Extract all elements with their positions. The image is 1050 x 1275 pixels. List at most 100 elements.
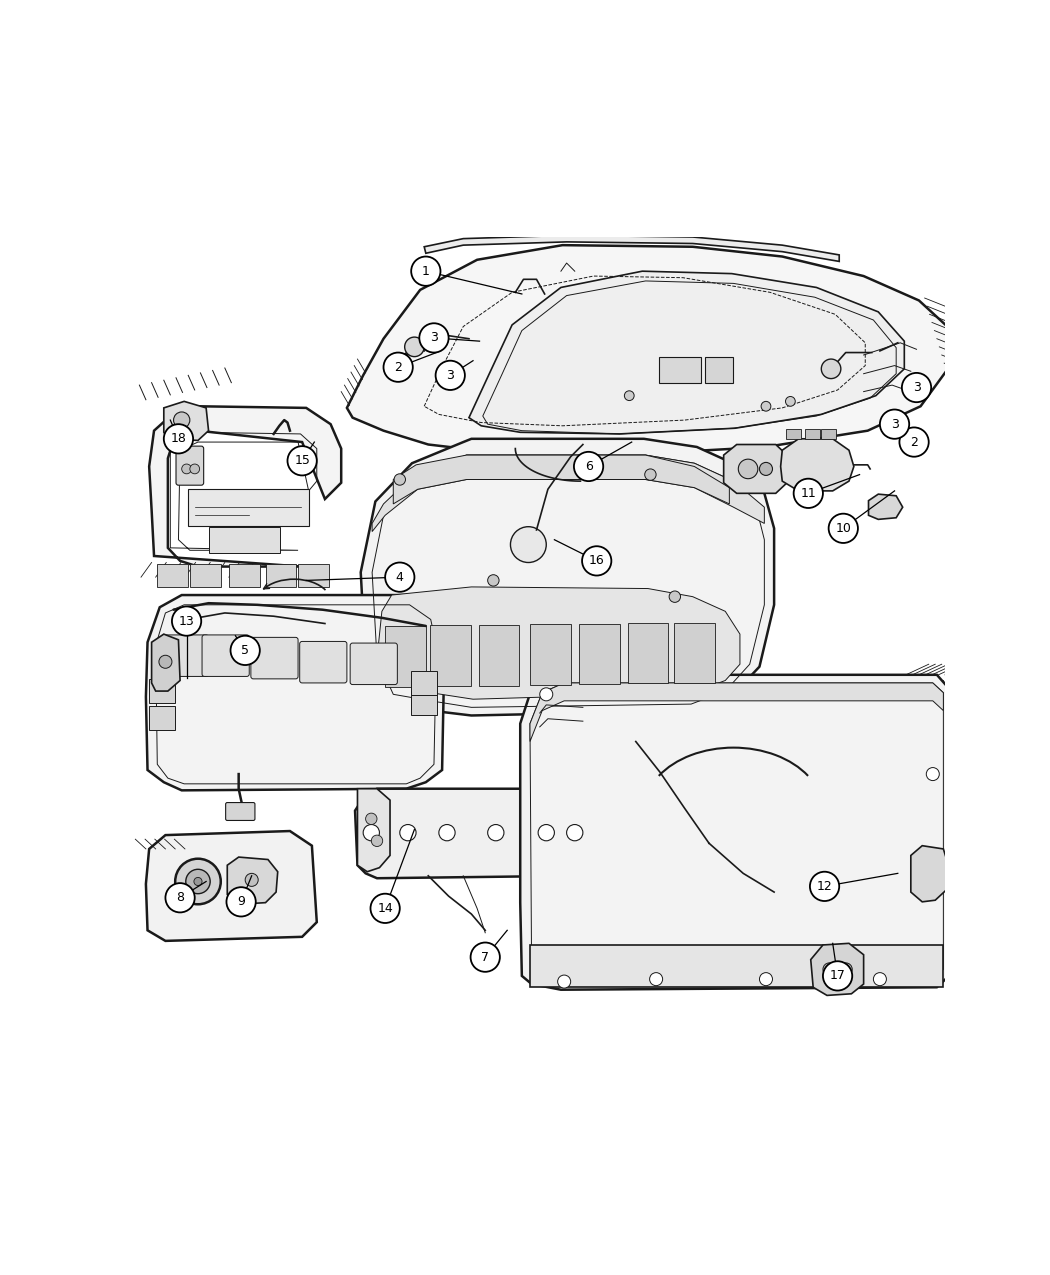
FancyBboxPatch shape	[674, 622, 715, 682]
Circle shape	[175, 858, 220, 904]
Text: 12: 12	[817, 880, 833, 892]
Polygon shape	[357, 789, 390, 872]
Polygon shape	[164, 402, 209, 440]
FancyBboxPatch shape	[251, 638, 298, 678]
Circle shape	[394, 474, 405, 486]
Text: 3: 3	[890, 418, 899, 431]
Text: 6: 6	[585, 460, 592, 473]
Text: 3: 3	[446, 368, 455, 381]
Circle shape	[810, 872, 839, 901]
Circle shape	[650, 973, 663, 986]
Circle shape	[669, 592, 680, 602]
Circle shape	[194, 877, 202, 886]
FancyBboxPatch shape	[266, 564, 296, 586]
Circle shape	[794, 478, 823, 507]
Text: 1: 1	[422, 265, 429, 278]
Circle shape	[419, 324, 448, 353]
Polygon shape	[394, 455, 730, 504]
Text: 10: 10	[836, 521, 852, 534]
Circle shape	[166, 884, 194, 913]
Circle shape	[926, 768, 940, 780]
Circle shape	[385, 562, 415, 592]
Circle shape	[558, 975, 571, 988]
Circle shape	[839, 963, 853, 975]
Polygon shape	[149, 407, 341, 566]
Text: 13: 13	[178, 615, 194, 627]
Text: 14: 14	[377, 901, 393, 915]
Text: 16: 16	[589, 555, 605, 567]
Circle shape	[540, 687, 552, 701]
FancyBboxPatch shape	[579, 623, 620, 683]
Polygon shape	[780, 439, 854, 491]
Circle shape	[404, 337, 424, 357]
Circle shape	[363, 825, 379, 840]
Polygon shape	[146, 595, 444, 790]
Text: 4: 4	[396, 571, 403, 584]
Circle shape	[823, 961, 853, 991]
Text: 2: 2	[910, 436, 918, 449]
Text: 5: 5	[242, 644, 249, 657]
Circle shape	[288, 446, 317, 476]
FancyBboxPatch shape	[821, 430, 836, 439]
FancyBboxPatch shape	[149, 706, 175, 731]
Circle shape	[227, 887, 256, 917]
Polygon shape	[377, 586, 740, 699]
Polygon shape	[723, 445, 789, 493]
Circle shape	[487, 825, 504, 840]
FancyBboxPatch shape	[158, 564, 188, 586]
Circle shape	[436, 361, 465, 390]
Polygon shape	[346, 245, 949, 455]
Circle shape	[470, 942, 500, 972]
Circle shape	[172, 607, 202, 636]
Circle shape	[645, 469, 656, 481]
Polygon shape	[811, 944, 863, 996]
FancyBboxPatch shape	[209, 527, 280, 553]
FancyBboxPatch shape	[190, 564, 220, 586]
Circle shape	[625, 391, 634, 400]
FancyBboxPatch shape	[350, 643, 397, 685]
Polygon shape	[355, 789, 589, 878]
Text: 8: 8	[176, 891, 184, 904]
Polygon shape	[469, 272, 904, 434]
FancyBboxPatch shape	[479, 625, 520, 686]
Circle shape	[173, 412, 190, 428]
Text: 7: 7	[481, 951, 489, 964]
Circle shape	[164, 425, 193, 454]
Circle shape	[182, 464, 191, 474]
Polygon shape	[151, 634, 181, 691]
Circle shape	[439, 825, 455, 840]
FancyBboxPatch shape	[188, 490, 309, 525]
Circle shape	[383, 353, 413, 381]
FancyBboxPatch shape	[786, 430, 801, 439]
Circle shape	[902, 372, 931, 402]
FancyBboxPatch shape	[628, 623, 669, 683]
FancyBboxPatch shape	[412, 671, 437, 695]
Circle shape	[900, 427, 929, 456]
Circle shape	[821, 360, 841, 379]
Text: 2: 2	[394, 361, 402, 374]
FancyBboxPatch shape	[162, 635, 209, 677]
FancyBboxPatch shape	[149, 678, 175, 704]
Circle shape	[759, 973, 773, 986]
Circle shape	[372, 835, 382, 847]
Polygon shape	[910, 845, 947, 901]
FancyBboxPatch shape	[429, 626, 470, 686]
FancyBboxPatch shape	[176, 446, 204, 486]
Circle shape	[412, 256, 441, 286]
Circle shape	[190, 464, 200, 474]
Circle shape	[823, 963, 836, 975]
Text: 3: 3	[430, 332, 438, 344]
FancyBboxPatch shape	[202, 635, 249, 677]
Text: 15: 15	[294, 454, 310, 467]
Polygon shape	[361, 439, 774, 715]
FancyBboxPatch shape	[385, 626, 426, 687]
FancyBboxPatch shape	[530, 945, 943, 987]
Circle shape	[828, 514, 858, 543]
Circle shape	[567, 825, 583, 840]
Circle shape	[400, 825, 416, 840]
Circle shape	[874, 973, 886, 986]
FancyBboxPatch shape	[226, 802, 255, 820]
Polygon shape	[372, 455, 764, 532]
Polygon shape	[424, 236, 839, 261]
Circle shape	[880, 409, 909, 439]
